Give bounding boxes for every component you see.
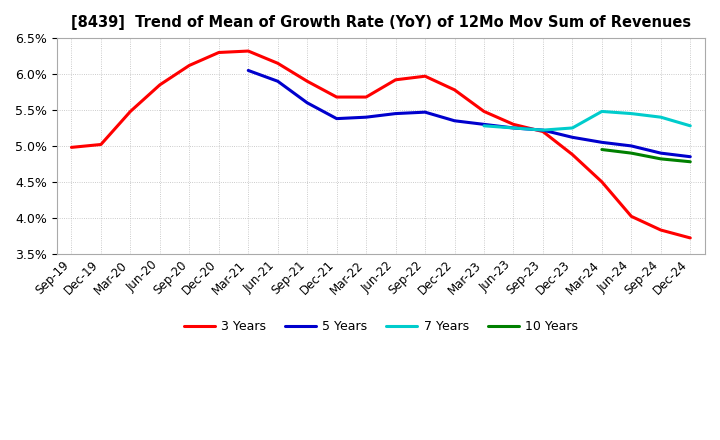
5 Years xyxy=(509,125,518,131)
3 Years xyxy=(215,50,223,55)
5 Years xyxy=(627,143,636,149)
5 Years xyxy=(244,68,253,73)
3 Years xyxy=(509,122,518,127)
7 Years xyxy=(539,128,547,133)
5 Years xyxy=(333,116,341,121)
5 Years xyxy=(391,111,400,116)
3 Years xyxy=(274,61,282,66)
3 Years xyxy=(303,79,312,84)
Line: 7 Years: 7 Years xyxy=(484,111,690,130)
3 Years xyxy=(598,179,606,184)
3 Years xyxy=(156,82,164,88)
10 Years xyxy=(657,156,665,161)
3 Years xyxy=(126,109,135,114)
5 Years xyxy=(274,79,282,84)
3 Years xyxy=(657,227,665,233)
5 Years xyxy=(480,122,488,127)
3 Years xyxy=(480,109,488,114)
Line: 3 Years: 3 Years xyxy=(71,51,690,238)
7 Years xyxy=(657,114,665,120)
Line: 5 Years: 5 Years xyxy=(248,70,690,157)
3 Years xyxy=(244,48,253,54)
5 Years xyxy=(362,114,371,120)
7 Years xyxy=(627,111,636,116)
3 Years xyxy=(391,77,400,82)
5 Years xyxy=(598,139,606,145)
5 Years xyxy=(450,118,459,123)
Legend: 3 Years, 5 Years, 7 Years, 10 Years: 3 Years, 5 Years, 7 Years, 10 Years xyxy=(179,315,583,338)
5 Years xyxy=(686,154,695,159)
3 Years xyxy=(420,73,429,79)
3 Years xyxy=(568,152,577,157)
Line: 10 Years: 10 Years xyxy=(602,150,690,162)
3 Years xyxy=(185,63,194,68)
3 Years xyxy=(67,145,76,150)
5 Years xyxy=(420,110,429,115)
7 Years xyxy=(480,123,488,128)
10 Years xyxy=(627,150,636,156)
3 Years xyxy=(96,142,105,147)
10 Years xyxy=(686,159,695,165)
3 Years xyxy=(539,129,547,134)
5 Years xyxy=(539,128,547,133)
7 Years xyxy=(509,125,518,131)
3 Years xyxy=(362,95,371,100)
5 Years xyxy=(303,100,312,106)
10 Years xyxy=(598,147,606,152)
Title: [8439]  Trend of Mean of Growth Rate (YoY) of 12Mo Mov Sum of Revenues: [8439] Trend of Mean of Growth Rate (YoY… xyxy=(71,15,691,30)
5 Years xyxy=(568,135,577,140)
3 Years xyxy=(333,95,341,100)
3 Years xyxy=(686,235,695,241)
3 Years xyxy=(627,214,636,219)
7 Years xyxy=(686,123,695,128)
7 Years xyxy=(568,125,577,131)
7 Years xyxy=(598,109,606,114)
3 Years xyxy=(450,87,459,92)
5 Years xyxy=(657,150,665,156)
